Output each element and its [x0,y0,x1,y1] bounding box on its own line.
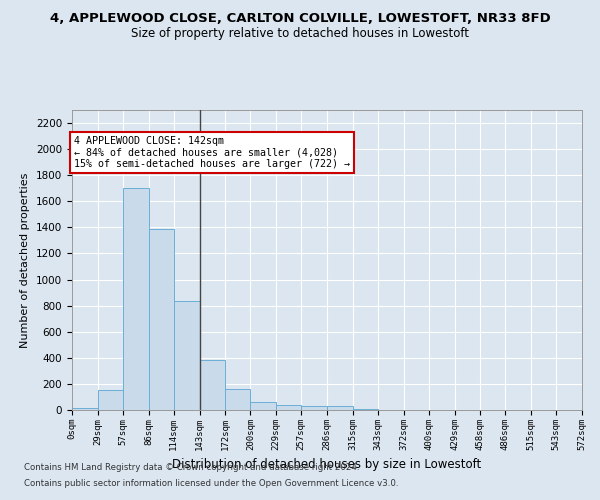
Bar [327,406,353,410]
Bar [226,389,250,410]
X-axis label: Distribution of detached houses by size in Lowestoft: Distribution of detached houses by size … [172,458,482,471]
Text: 4, APPLEWOOD CLOSE, CARLTON COLVILLE, LOWESTOFT, NR33 8FD: 4, APPLEWOOD CLOSE, CARLTON COLVILLE, LO… [50,12,550,26]
Bar [72,408,98,410]
Text: Contains public sector information licensed under the Open Government Licence v3: Contains public sector information licen… [24,478,398,488]
Bar [173,301,199,410]
Text: Size of property relative to detached houses in Lowestoft: Size of property relative to detached ho… [131,28,469,40]
Bar [98,390,123,410]
Bar [149,228,173,410]
Text: Contains HM Land Registry data © Crown copyright and database right 2024.: Contains HM Land Registry data © Crown c… [24,464,359,472]
Bar [250,402,276,410]
Text: 4 APPLEWOOD CLOSE: 142sqm
← 84% of detached houses are smaller (4,028)
15% of se: 4 APPLEWOOD CLOSE: 142sqm ← 84% of detac… [74,136,350,170]
Bar [199,360,226,410]
Bar [276,405,301,410]
Bar [353,409,378,410]
Y-axis label: Number of detached properties: Number of detached properties [20,172,31,348]
Bar [123,188,149,410]
Bar [301,406,327,410]
